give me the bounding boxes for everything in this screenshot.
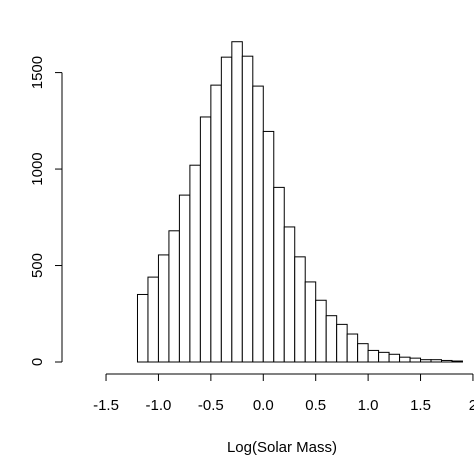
x-tick-label: -1.5	[93, 397, 119, 414]
bar	[147, 276, 159, 363]
bar	[304, 281, 317, 363]
x-tick-label: -1.0	[146, 397, 172, 414]
bar	[168, 230, 180, 363]
bar	[430, 359, 443, 363]
bar	[451, 360, 463, 363]
bar	[199, 116, 212, 363]
bar	[367, 349, 380, 363]
bar	[262, 130, 275, 363]
bar	[283, 226, 296, 363]
x-tick-label: 2	[469, 397, 474, 414]
bar	[252, 85, 264, 363]
bar	[220, 56, 233, 363]
bar	[346, 333, 359, 363]
bar	[231, 41, 243, 363]
bar	[136, 293, 149, 363]
y-tick-label: 1000	[29, 152, 46, 185]
x-tick-label: -0.5	[198, 397, 224, 414]
bar	[210, 84, 222, 363]
x-tick-label: 1.5	[410, 397, 431, 414]
bar	[294, 256, 306, 363]
x-tick-label: 1.0	[358, 397, 379, 414]
bar	[378, 351, 390, 363]
bar	[441, 359, 453, 363]
bar	[357, 343, 369, 363]
y-tick-label: 1500	[29, 56, 46, 89]
bar	[325, 315, 338, 363]
bar	[336, 323, 348, 363]
bar	[399, 356, 411, 363]
bar	[178, 194, 191, 363]
bar	[157, 254, 170, 363]
bar	[388, 353, 401, 363]
bar	[420, 359, 432, 363]
bar	[241, 55, 254, 363]
x-tick-label: 0.5	[305, 397, 326, 414]
bar	[315, 299, 327, 363]
x-tick-label: 0.0	[253, 397, 274, 414]
bar	[189, 164, 201, 363]
x-axis-label: Log(Solar Mass)	[227, 439, 337, 456]
bar	[273, 186, 285, 363]
y-tick-label: 500	[29, 253, 46, 278]
y-tick-label: 0	[29, 358, 46, 366]
bar	[409, 357, 422, 363]
